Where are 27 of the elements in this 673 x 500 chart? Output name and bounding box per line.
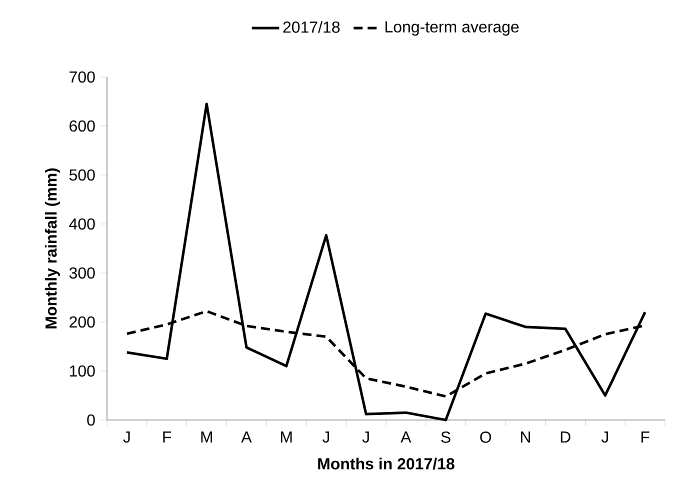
x-tick-label: D xyxy=(560,432,570,443)
legend-label: Long-term average xyxy=(386,21,519,36)
legend-label: 2017/18 xyxy=(283,21,340,33)
y-axis-title: Monthly rainfall (mm) xyxy=(45,168,60,328)
x-tick-label: J xyxy=(362,432,369,443)
line-series xyxy=(126,102,646,422)
x-tick-label: J xyxy=(601,432,608,443)
x-tick-label: F xyxy=(163,432,172,443)
x-tick-label: M xyxy=(201,432,212,443)
x-tick-label: F xyxy=(641,432,650,443)
y-tick-label: 0 xyxy=(87,414,95,426)
y-tick-label: 200 xyxy=(70,316,95,328)
y-tick-label: 600 xyxy=(70,120,95,132)
x-tick-label: A xyxy=(400,432,412,443)
x-tick-label: A xyxy=(241,432,252,443)
x-tick-label: O xyxy=(480,432,492,443)
y-tick-label: 100 xyxy=(70,365,95,377)
x-tick-label: S xyxy=(441,432,450,443)
y-tick-label: 300 xyxy=(69,267,95,279)
y-tick-label: 500 xyxy=(69,169,95,181)
x-tick-label: N xyxy=(521,432,530,443)
x-tick-label: J xyxy=(322,432,330,443)
x-tick-label: J xyxy=(123,432,130,443)
y-tick-label: 700 xyxy=(70,71,95,83)
x-axis-title: Months in 2017/18 xyxy=(318,458,454,470)
y-tick-label: 400 xyxy=(69,218,95,230)
x-tick-label: M xyxy=(281,432,292,443)
